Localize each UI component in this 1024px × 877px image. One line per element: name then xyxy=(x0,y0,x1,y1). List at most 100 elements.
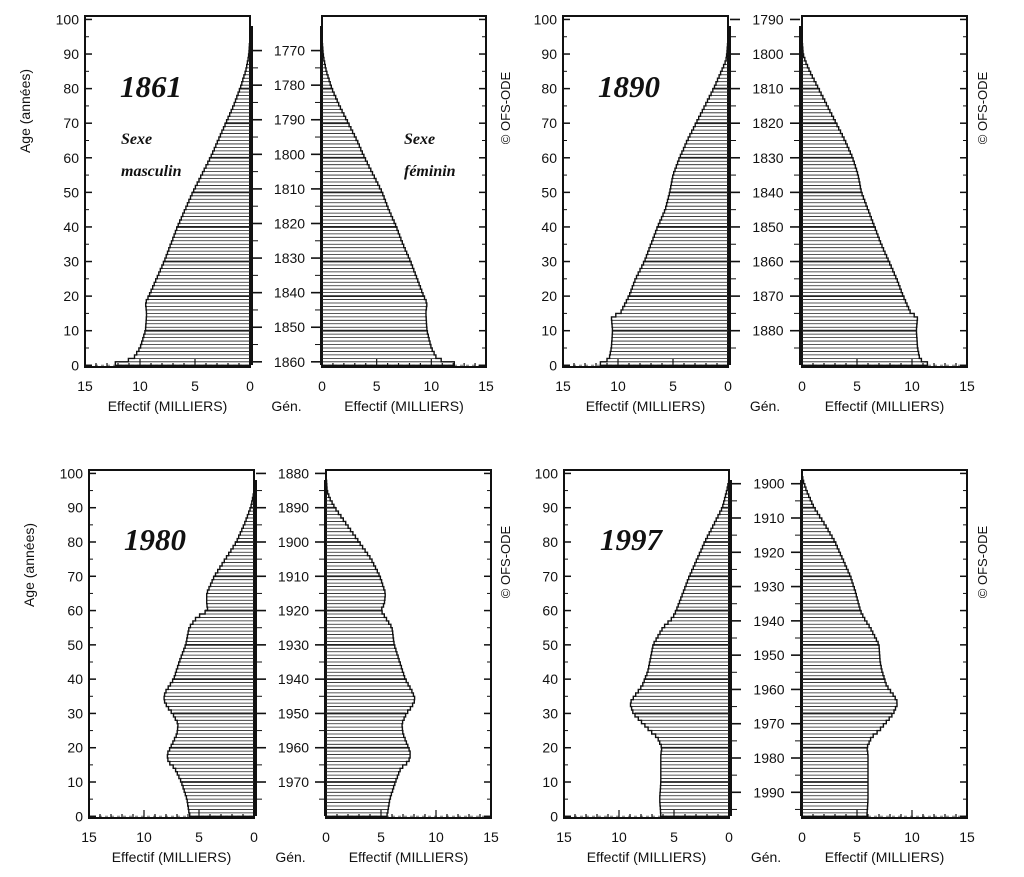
male-effectif-tick-label: 0 xyxy=(725,829,733,845)
generation-tick-label: 1950 xyxy=(278,705,309,721)
male-effectif-tick-label: 15 xyxy=(81,829,97,845)
male-effectif-tick-label: 5 xyxy=(670,829,678,845)
age-tick-label: 10 xyxy=(542,774,558,790)
generation-tick-label: 1890 xyxy=(278,500,309,516)
age-tick-label: 80 xyxy=(63,81,79,97)
generation-tick-label: 1780 xyxy=(274,77,305,93)
age-tick-label: 40 xyxy=(67,671,83,687)
male-effectif-tick-label: 0 xyxy=(246,378,254,394)
age-tick-label: 20 xyxy=(67,740,83,756)
female-profile-line xyxy=(321,16,455,367)
age-tick-label: 20 xyxy=(63,288,79,304)
generation-tick-label: 1930 xyxy=(278,637,309,653)
male-effectif-tick-label: 10 xyxy=(136,829,152,845)
generation-tick-label: 1860 xyxy=(752,254,783,270)
female-xaxis-title: Effectif (MILLIERS) xyxy=(349,849,469,865)
generation-axis-title: Gén. xyxy=(271,398,301,414)
male-xaxis-title: Effectif (MILLIERS) xyxy=(586,398,706,414)
age-tick-label: 0 xyxy=(75,808,83,824)
male-xaxis-title: Effectif (MILLIERS) xyxy=(108,398,228,414)
age-tick-label: 80 xyxy=(541,81,557,97)
age-tick-label: 0 xyxy=(71,357,79,373)
female-effectif-tick-label: 5 xyxy=(853,378,861,394)
generation-tick-label: 1870 xyxy=(752,288,783,304)
age-tick-label: 100 xyxy=(60,465,84,481)
age-tick-label: 100 xyxy=(56,11,80,27)
generation-tick-label: 1910 xyxy=(278,568,309,584)
age-tick-label: 40 xyxy=(541,219,557,235)
female-effectif-tick-label: 15 xyxy=(959,378,975,394)
male-effectif-tick-label: 0 xyxy=(250,829,258,845)
age-tick-label: 90 xyxy=(541,46,557,62)
age-tick-label: 60 xyxy=(67,603,83,619)
generation-tick-label: 1840 xyxy=(274,285,305,301)
female-profile-line xyxy=(325,470,416,818)
female-xaxis-title: Effectif (MILLIERS) xyxy=(344,398,464,414)
male-profile-line xyxy=(163,470,255,818)
generation-tick-label: 1830 xyxy=(274,250,305,266)
female-effectif-tick-label: 15 xyxy=(959,829,975,845)
age-tick-label: 30 xyxy=(67,705,83,721)
generation-tick-label: 1960 xyxy=(753,681,784,697)
age-tick-label: 20 xyxy=(541,288,557,304)
age-tick-label: 90 xyxy=(542,500,558,516)
generation-tick-label: 1850 xyxy=(274,319,305,335)
female-effectif-tick-label: 5 xyxy=(853,829,861,845)
pyramid-year-title: 1997 xyxy=(600,522,664,557)
pyramid-year-title: 1890 xyxy=(598,69,660,104)
generation-tick-label: 1980 xyxy=(753,750,784,766)
female-profile-line xyxy=(801,470,898,818)
copyright-text: © OFS-ODE xyxy=(975,525,990,598)
male-profile-line xyxy=(114,16,251,367)
age-tick-label: 40 xyxy=(542,671,558,687)
generation-tick-label: 1950 xyxy=(753,647,784,663)
copyright-text: © OFS-ODE xyxy=(498,71,513,144)
male-profile-line xyxy=(629,470,730,818)
generation-tick-label: 1770 xyxy=(274,43,305,59)
age-tick-label: 30 xyxy=(542,705,558,721)
male-effectif-tick-label: 5 xyxy=(195,829,203,845)
female-label-line1: Sexe xyxy=(404,131,435,148)
female-effectif-tick-label: 5 xyxy=(377,829,385,845)
female-label-line2: féminin xyxy=(404,163,456,180)
age-tick-label: 60 xyxy=(541,150,557,166)
age-tick-label: 50 xyxy=(67,637,83,653)
female-profile-line xyxy=(801,16,929,367)
generation-tick-label: 1790 xyxy=(752,11,783,27)
generation-tick-label: 1970 xyxy=(753,716,784,732)
generation-tick-label: 1820 xyxy=(274,215,305,231)
generation-tick-label: 1810 xyxy=(274,181,305,197)
female-effectif-tick-label: 0 xyxy=(798,829,806,845)
age-tick-label: 30 xyxy=(541,254,557,270)
age-tick-label: 90 xyxy=(63,46,79,62)
generation-tick-label: 1840 xyxy=(752,184,783,200)
generation-tick-label: 1900 xyxy=(278,534,309,550)
male-effectif-tick-label: 10 xyxy=(611,829,627,845)
generation-tick-label: 1860 xyxy=(274,354,305,370)
generation-tick-label: 1940 xyxy=(278,671,309,687)
generation-tick-label: 1800 xyxy=(752,46,783,62)
male-label-line2: masculin xyxy=(121,163,182,180)
generation-tick-label: 1880 xyxy=(752,323,783,339)
male-effectif-tick-label: 5 xyxy=(191,378,199,394)
generation-tick-label: 1880 xyxy=(278,465,309,481)
age-tick-label: 40 xyxy=(63,219,79,235)
male-effectif-tick-label: 15 xyxy=(555,378,571,394)
male-effectif-tick-label: 10 xyxy=(610,378,626,394)
male-effectif-tick-label: 10 xyxy=(132,378,148,394)
generation-tick-label: 1920 xyxy=(278,603,309,619)
age-tick-label: 70 xyxy=(67,568,83,584)
female-effectif-tick-label: 0 xyxy=(318,378,326,394)
female-effectif-tick-label: 5 xyxy=(373,378,381,394)
generation-tick-label: 1830 xyxy=(752,150,783,166)
female-effectif-tick-label: 15 xyxy=(478,378,494,394)
generation-axis-title: Gén. xyxy=(275,849,305,865)
female-effectif-tick-label: 10 xyxy=(904,829,920,845)
age-tick-label: 60 xyxy=(63,150,79,166)
generation-tick-label: 1800 xyxy=(274,146,305,162)
male-label-line1: Sexe xyxy=(121,131,152,148)
generation-tick-label: 1810 xyxy=(752,81,783,97)
